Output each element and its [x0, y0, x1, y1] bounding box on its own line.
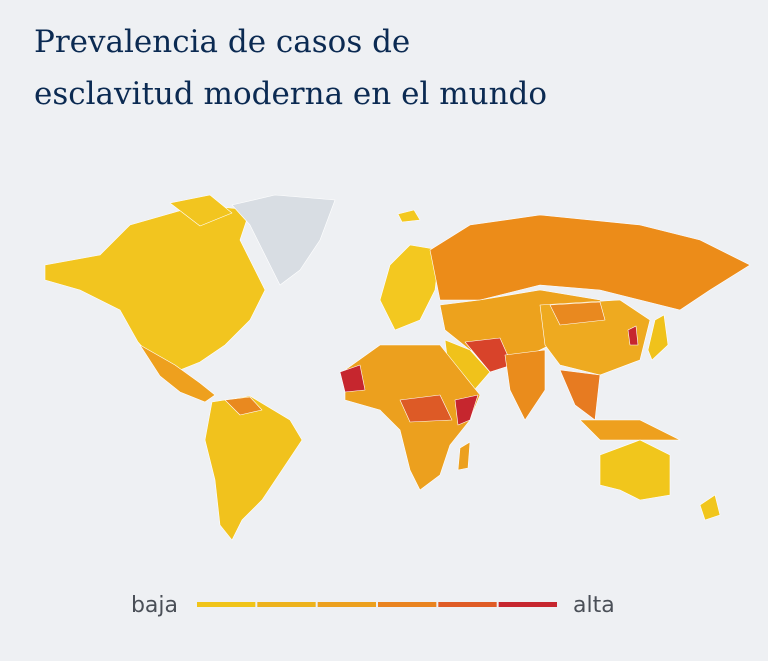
greenland: [231, 194, 336, 286]
legend-swatch: [438, 602, 497, 607]
new-zealand: [699, 494, 721, 521]
japan: [647, 314, 669, 361]
central-africa: [399, 394, 453, 423]
world-map: [44, 194, 751, 541]
north-america: [44, 204, 266, 373]
legend-high-label: alta: [573, 593, 615, 618]
legend-swatch: [378, 602, 437, 607]
iceland: [397, 209, 421, 223]
mauritania: [339, 364, 366, 393]
legend-scale: [197, 602, 557, 607]
legend-swatch: [498, 602, 557, 607]
legend-swatch: [197, 602, 256, 607]
title-line: Prevalencia de casos de: [34, 24, 410, 60]
legend-swatch: [257, 602, 316, 607]
legend-swatch: [317, 602, 376, 607]
indonesia: [579, 419, 681, 441]
somalia: [454, 394, 479, 426]
legend-low-label: baja: [131, 593, 178, 618]
south-america: [204, 395, 303, 541]
mongolia: [549, 301, 606, 326]
india: [504, 349, 546, 421]
central-america: [139, 344, 216, 403]
russia: [429, 214, 751, 311]
madagascar: [457, 441, 471, 471]
australia: [599, 439, 671, 501]
title-line: esclavitud moderna en el mundo: [34, 76, 547, 112]
venezuela: [224, 396, 263, 416]
korea: [627, 325, 639, 346]
arctic-islands: [169, 194, 233, 227]
